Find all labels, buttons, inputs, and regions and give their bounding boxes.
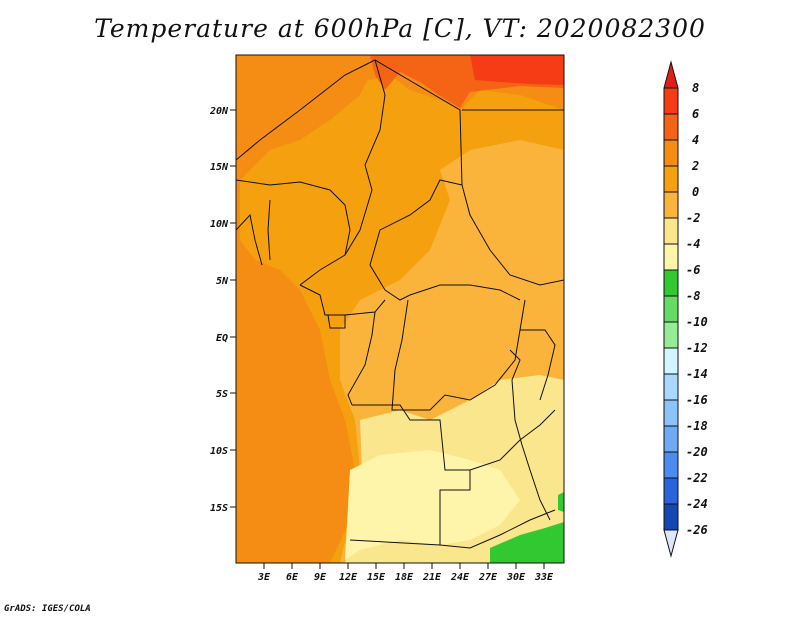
border-cameroon [299, 284, 386, 316]
border-eq-guinea [327, 314, 346, 329]
lon-label: 3E [257, 572, 271, 583]
lat-label: 5N [216, 276, 229, 287]
colorbar-box [663, 191, 679, 219]
colorbar-label: -22 [686, 471, 708, 485]
colorbar-label: 6 [692, 107, 699, 121]
colorbar-label: -6 [686, 263, 700, 277]
lon-label: 24E [450, 572, 470, 583]
colorbar-box [663, 295, 679, 323]
country-borders [236, 59, 564, 549]
colorbar-label: -12 [686, 341, 708, 355]
border-car [384, 284, 521, 301]
colorbar-box [663, 165, 679, 193]
colorbar-label: -8 [686, 289, 700, 303]
lon-label: 21E [422, 572, 442, 583]
field-band-neg4-neg2 [345, 450, 520, 560]
colorbar-label: 2 [691, 159, 699, 173]
colorbar-box [663, 139, 679, 167]
lon-label: 30E [506, 572, 526, 583]
colorbar-label: -14 [686, 367, 708, 381]
field-band-neg6-neg4 [490, 522, 564, 563]
lon-label: 9E [314, 572, 327, 583]
colorbar: 8 6 4 2 0 -2 -4 -6 -8 -10 -12 -14 -16 -1… [663, 60, 708, 558]
border-uganda-kenya [520, 329, 556, 401]
lon-label: 33E [534, 572, 554, 583]
border-sudan [461, 184, 564, 286]
colorbar-box [663, 503, 679, 531]
lon-label: 15E [367, 572, 386, 583]
colorbar-bottom-arrow [663, 529, 679, 558]
lat-label: 20N [209, 106, 229, 117]
lat-axis: 20N 15N 10N 5N EQ 5S 10S 15S [209, 106, 236, 514]
border-namibia-botswana [349, 509, 556, 549]
colorbar-box [663, 113, 679, 141]
border-angola [352, 404, 471, 545]
lat-label: 5S [216, 389, 228, 400]
field-band-neg6-neg4-edge [558, 492, 564, 512]
colorbar-box [663, 269, 679, 297]
colorbar-label: -20 [686, 445, 708, 459]
colorbar-box [663, 399, 679, 427]
colorbar-box [663, 243, 679, 271]
colorbar-box [663, 347, 679, 375]
colorbar-box [663, 217, 679, 245]
lat-label: 15N [210, 162, 229, 173]
lat-label: EQ [216, 333, 228, 344]
lon-label: 18E [395, 572, 414, 583]
colorbar-label: -24 [686, 497, 708, 511]
lon-label: 6E [286, 572, 299, 583]
colorbar-label: -26 [686, 523, 708, 537]
colorbar-label: 4 [692, 133, 699, 147]
field-band-4-6-west [236, 55, 380, 563]
colorbar-label: 8 [692, 81, 699, 95]
colorbar-label: 0 [692, 185, 699, 199]
colorbar-label: -4 [686, 237, 700, 251]
border-zambia [469, 409, 556, 471]
colorbar-label: -10 [686, 315, 708, 329]
border-mali-niger [236, 179, 351, 256]
field-band-8-plus [470, 55, 564, 85]
colorbar-box [663, 451, 679, 479]
colorbar-label: -16 [686, 393, 708, 407]
lon-axis: 3E 6E 9E 12E 15E 18E 21E 24E 27E 30E 33E [257, 563, 554, 583]
border-congo [347, 311, 376, 406]
colorbar-top-arrow [663, 60, 679, 89]
credit-text: GrADS: IGES/COLA [4, 604, 91, 614]
temperature-field [236, 55, 564, 563]
lat-label: 10S [210, 446, 228, 457]
lon-label: 27E [478, 572, 498, 583]
colorbar-box [663, 321, 679, 349]
border-niger-chad [299, 59, 386, 286]
colorbar-box [663, 477, 679, 505]
map-title: Temperature at 600hPa [C], VT: 202008230… [94, 14, 706, 43]
colorbar-box [663, 87, 679, 115]
lat-label: 15S [210, 503, 228, 514]
colorbar-box [663, 425, 679, 453]
map-frame [235, 54, 565, 564]
lon-label: 12E [339, 572, 358, 583]
colorbar-label: -18 [686, 419, 708, 433]
border-lakes [509, 349, 551, 521]
lat-label: 10N [210, 219, 229, 230]
colorbar-label: -2 [686, 211, 700, 225]
colorbar-box [663, 373, 679, 401]
border-drc [391, 299, 526, 411]
border-west-africa [236, 213, 263, 266]
border-benin [267, 199, 271, 261]
